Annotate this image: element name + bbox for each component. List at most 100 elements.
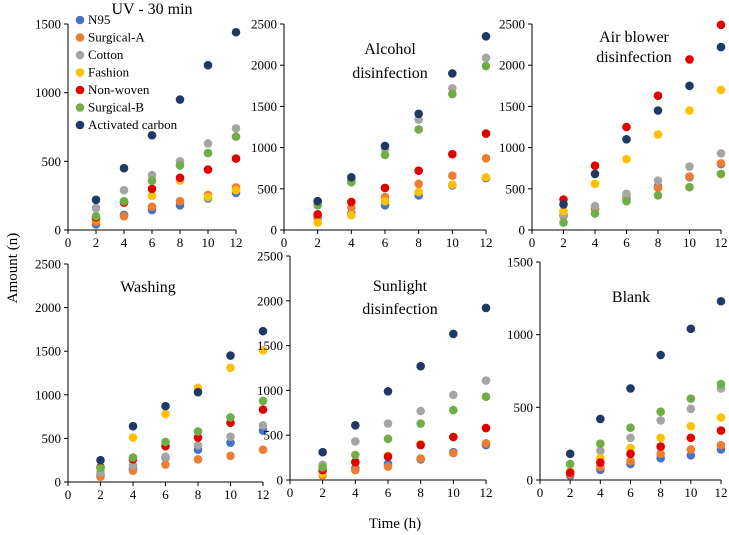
data-point [590, 201, 600, 211]
data-point [258, 445, 268, 455]
y-tick-label: 1500 [507, 255, 533, 270]
data-point [383, 462, 393, 471]
y-tick-label: 0 [55, 475, 62, 490]
x-tick-label: 12 [230, 235, 243, 250]
y-tick-label: 0 [271, 223, 278, 238]
data-point [653, 176, 663, 185]
y-tick-label: 1500 [35, 17, 61, 32]
data-point [383, 452, 393, 462]
data-point [193, 427, 203, 436]
legend-marker [75, 68, 85, 77]
data-point [626, 433, 635, 443]
x-tick-label: 10 [447, 485, 460, 500]
x-tick-label: 8 [417, 485, 424, 500]
data-point [716, 42, 726, 52]
legend-label: N95 [88, 12, 110, 27]
data-point [416, 406, 425, 416]
data-point [653, 183, 663, 193]
x-tick-label: 4 [597, 485, 604, 500]
data-point [656, 407, 665, 416]
y-tick-label: 500 [42, 431, 62, 446]
panel-4: 0 500 1000 1500 2000 2500 0 2 4 6 8 10 12 Sunlight dis… [257, 249, 493, 501]
data-point [147, 202, 157, 211]
data-point [258, 405, 268, 414]
data-point [347, 197, 356, 207]
data-point [347, 210, 356, 220]
data-point [380, 150, 390, 160]
data-point [380, 196, 390, 206]
data-point [161, 401, 170, 411]
data-point [565, 449, 575, 459]
y-tick-label: 0 [527, 473, 534, 488]
x-tick-label: 0 [537, 485, 544, 500]
data-point [416, 419, 425, 428]
panel-title: UV - 30 min [111, 1, 192, 18]
data-point [119, 211, 129, 221]
data-point [656, 442, 665, 451]
data-point [91, 203, 101, 213]
legend-marker [75, 120, 85, 130]
data-point [318, 463, 327, 472]
data-point [416, 440, 425, 450]
data-point [351, 457, 360, 467]
data-point [161, 452, 170, 462]
panel-title: Alcohol [364, 41, 416, 58]
data-point [626, 423, 635, 432]
data-point [448, 69, 457, 78]
data-point [203, 139, 213, 148]
data-point [685, 81, 694, 91]
panel-5: 0 500 1000 1500 0 2 4 6 8 10 12 Blank [507, 255, 728, 501]
data-point [596, 458, 605, 467]
data-point [147, 191, 157, 200]
legend-label: Activated carbon [88, 117, 178, 132]
data-point [656, 416, 665, 425]
data-point [161, 460, 170, 469]
data-point [193, 455, 203, 464]
data-point [231, 154, 241, 163]
data-point [414, 125, 423, 134]
data-point [626, 449, 635, 459]
data-point [347, 172, 356, 182]
data-point [380, 141, 390, 151]
data-point [626, 456, 635, 466]
data-point [622, 189, 631, 199]
panel-title: Blank [612, 289, 650, 306]
data-point [414, 166, 423, 175]
data-point [175, 95, 185, 104]
data-point [656, 350, 665, 360]
data-point [481, 53, 491, 63]
data-point [258, 326, 268, 336]
data-point [416, 361, 425, 371]
data-point [685, 182, 694, 192]
y-tick-label: 500 [258, 181, 278, 196]
y-tick-label: 2000 [257, 293, 283, 308]
data-point [258, 421, 268, 430]
data-point [351, 450, 360, 460]
panel-title: Sunlight [373, 278, 428, 295]
legend-label: Non-woven [88, 82, 150, 97]
data-point [448, 180, 457, 189]
data-point [128, 433, 138, 442]
data-point [653, 130, 663, 139]
legend: N95 Surgical-A Cotton Fashion Non-woven Surgi… [75, 12, 178, 132]
y-tick-label: 2500 [499, 17, 525, 32]
data-point [449, 405, 458, 415]
data-point [313, 210, 322, 219]
data-point [203, 148, 213, 158]
data-point [226, 438, 235, 448]
data-point [653, 191, 663, 200]
data-point [193, 387, 203, 397]
data-point [351, 421, 360, 430]
data-point [128, 453, 138, 462]
data-point [685, 162, 694, 171]
data-point [203, 60, 213, 70]
data-point [119, 185, 129, 195]
x-tick-label: 6 [149, 235, 156, 250]
x-tick-label: 4 [121, 235, 128, 250]
x-tick-label: 10 [202, 235, 215, 250]
data-point [449, 432, 458, 442]
x-tick-label: 0 [65, 235, 72, 250]
data-point [716, 413, 726, 422]
y-tick-label: 500 [264, 428, 284, 443]
